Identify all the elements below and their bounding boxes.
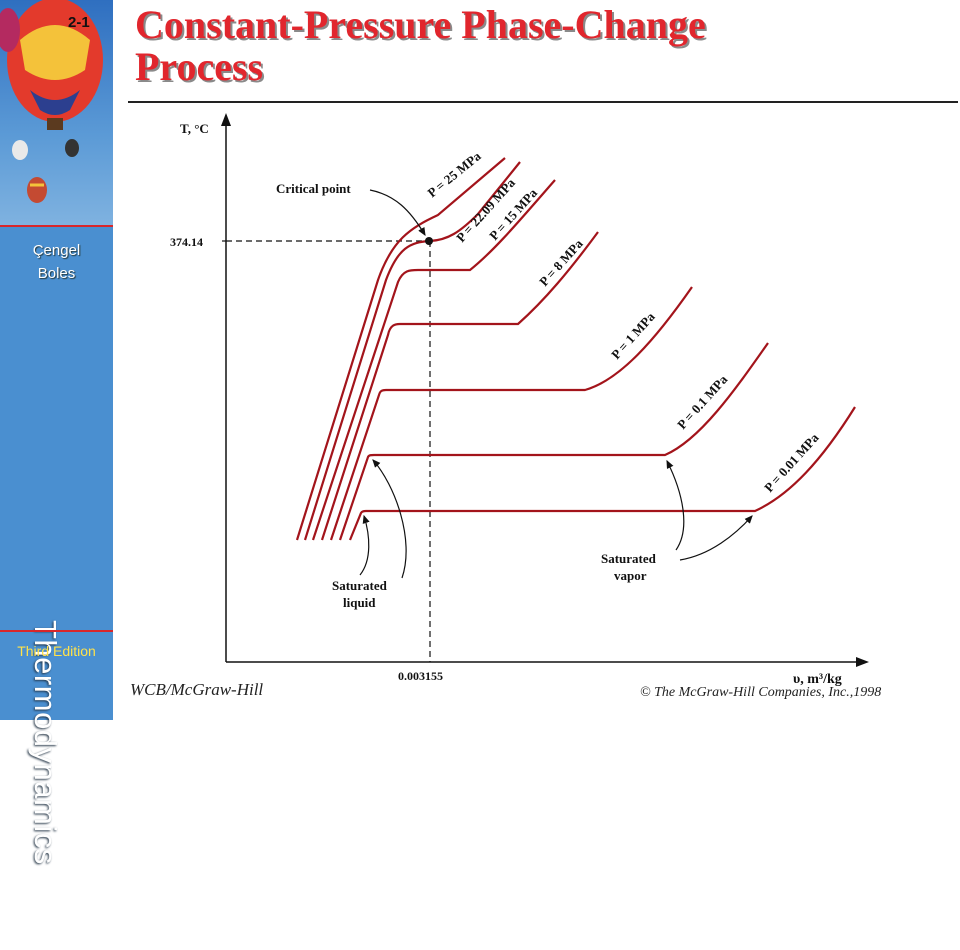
critical-point-marker bbox=[425, 237, 433, 245]
sidebar-divider-top bbox=[0, 225, 113, 227]
isobar-0-01mpa bbox=[348, 406, 856, 541]
slide-title-line1: Constant-Pressure Phase-Change bbox=[135, 2, 706, 47]
author-name-2: Boles bbox=[37, 265, 76, 282]
saturated-vapor-label-2: vapor bbox=[614, 568, 647, 583]
isobar-label-25mpa: P = 25 MPa bbox=[424, 148, 484, 200]
critical-volume-value: 0.003155 bbox=[398, 669, 443, 683]
y-axis-label: T, °C bbox=[180, 121, 209, 136]
isobar-15mpa bbox=[311, 179, 556, 541]
isobar-8mpa bbox=[320, 231, 599, 541]
saturated-vapor-arrow-lower bbox=[679, 515, 753, 561]
critical-point-arrow bbox=[369, 189, 426, 237]
critical-temperature-value: 374.14 bbox=[170, 235, 203, 249]
balloon-image: 2-1 bbox=[0, 0, 113, 225]
isobar-label-0-1mpa: P = 0.1 MPa bbox=[674, 372, 731, 432]
isobar-label-1mpa: P = 1 MPa bbox=[608, 309, 658, 362]
sidebar-divider-bottom bbox=[0, 630, 113, 632]
sidebar: 2-1 Çengel Boles Thermodynamics Third Ed… bbox=[0, 0, 113, 865]
author-name-1: Çengel bbox=[32, 242, 81, 259]
saturated-liquid-label-2: liquid bbox=[343, 595, 376, 610]
y-axis-arrow-icon bbox=[221, 113, 231, 126]
saturated-vapor-label-1: Saturated bbox=[601, 551, 657, 566]
saturated-vapor-arrow-upper bbox=[666, 459, 685, 551]
isobar-0-1mpa bbox=[338, 342, 769, 541]
x-axis-label: υ, m³/kg bbox=[793, 672, 842, 687]
critical-point-label: Critical point bbox=[276, 181, 351, 196]
hot-air-balloons-icon bbox=[0, 0, 103, 203]
slide-title-line2: Process bbox=[135, 44, 264, 89]
slide-title: Constant-Pressure Phase-Change Process bbox=[135, 4, 935, 88]
slide-number: 2-1 bbox=[68, 14, 90, 31]
title-underline bbox=[128, 101, 958, 103]
isobar-label-8mpa: P = 8 MPa bbox=[536, 236, 586, 289]
isobar-25mpa bbox=[295, 157, 506, 541]
edition-label: Third Edition bbox=[17, 643, 96, 659]
saturated-liquid-arrow-upper bbox=[372, 459, 407, 579]
t-v-diagram: T, °C υ, m³/kg 374.14 0.003155 P = 25 MP… bbox=[170, 113, 869, 687]
saturated-liquid-label-1: Saturated bbox=[332, 578, 388, 593]
publisher-label: WCB/McGraw-Hill bbox=[130, 680, 264, 699]
x-axis-arrow-icon bbox=[856, 657, 869, 667]
copyright-label: © The McGraw-Hill Companies, Inc.,1998 bbox=[640, 685, 882, 700]
isobar-1mpa bbox=[329, 286, 693, 541]
saturated-liquid-arrow-lower bbox=[359, 514, 370, 576]
